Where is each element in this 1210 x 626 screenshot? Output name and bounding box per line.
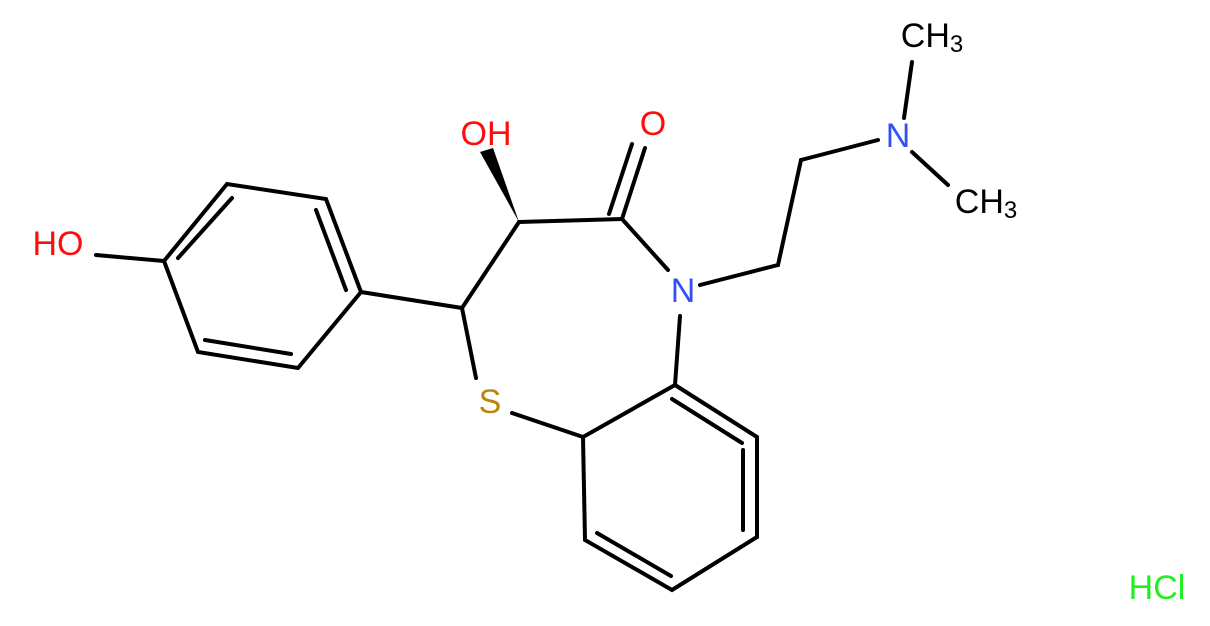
atom-label: CH3 [955,183,1017,224]
wedge-bond [480,148,519,222]
atom-label: S [479,383,502,421]
bond [902,60,914,120]
double-bond [595,531,673,578]
bond [776,158,803,267]
atom-label: HO [33,225,84,263]
bond [620,146,647,221]
bond [94,253,166,263]
benzo-ring [580,382,759,593]
bond [910,150,950,187]
bond [460,306,478,380]
label-subscript: 3 [950,31,963,58]
phenol-ring [161,181,364,371]
labels: HO OH O N S N CH3 CH3 HCl [33,17,1186,607]
label-subscript: 3 [1004,197,1017,224]
bond [460,220,521,310]
atom-label: CH3 [901,17,963,58]
atom-label: N [886,117,911,155]
bond [799,138,880,162]
bond [517,217,624,224]
bond [698,263,780,287]
double-bond [607,142,634,216]
atom-label: O [640,105,666,143]
double-bond [670,397,744,445]
label-main: CH [901,17,950,55]
bond [510,411,585,439]
bond [359,290,464,310]
bonds [94,60,950,593]
salt-label: HCl [1129,569,1186,607]
double-bond [314,208,348,292]
atom-label: OH [461,115,512,153]
double-bond [176,196,234,260]
label-main: CH [955,183,1004,221]
double-bond [203,338,293,356]
bond [673,314,682,387]
atom-label: N [671,272,696,310]
bond [620,217,670,272]
